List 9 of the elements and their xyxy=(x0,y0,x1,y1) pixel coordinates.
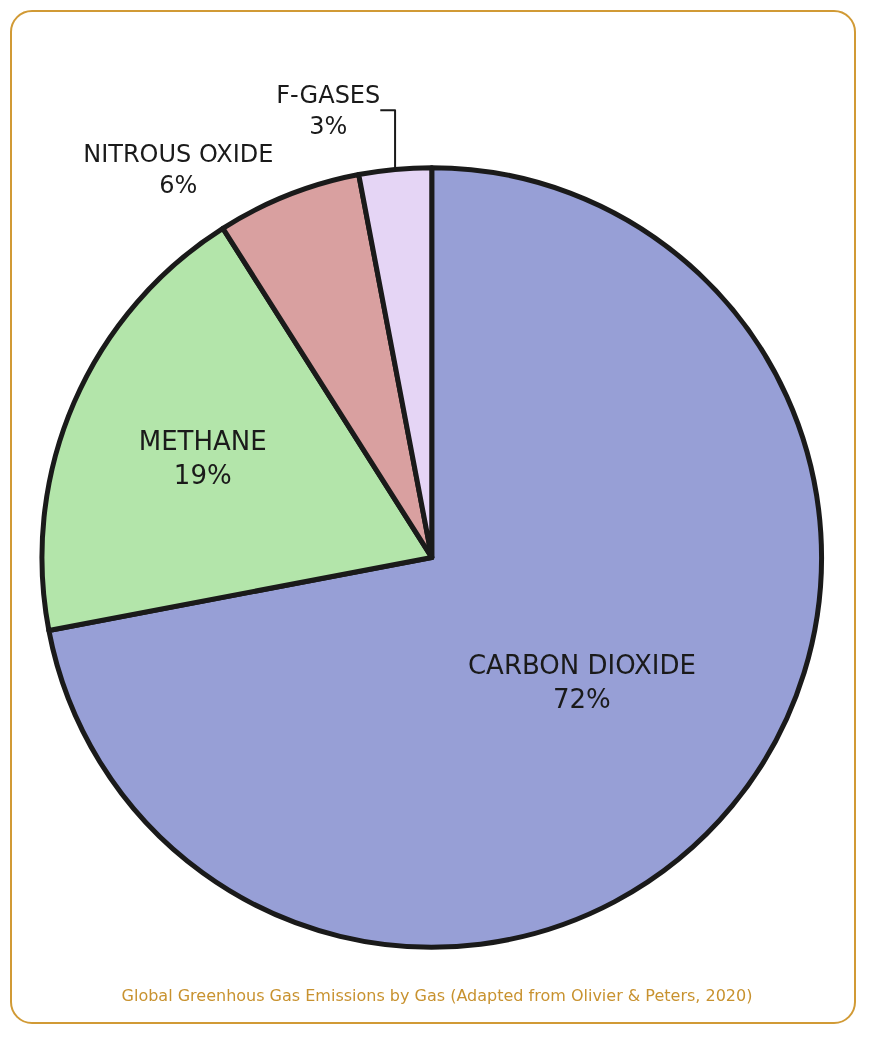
slice-label: F-GASES xyxy=(276,80,381,109)
text: Global Greenhous Gas Emissions by Gas (Adapted from Olivier & Peters, 2020) xyxy=(121,985,753,1005)
data-label: 19% xyxy=(173,460,232,491)
slice-label: CARBON DIOXIDE xyxy=(467,649,696,680)
slice-label: NITROUS OXIDE xyxy=(83,139,274,168)
data-label: 3% xyxy=(309,111,348,140)
data-label: 72% xyxy=(553,683,611,714)
data-label: 6% xyxy=(159,171,198,200)
slice-label: METHANE xyxy=(138,426,267,457)
